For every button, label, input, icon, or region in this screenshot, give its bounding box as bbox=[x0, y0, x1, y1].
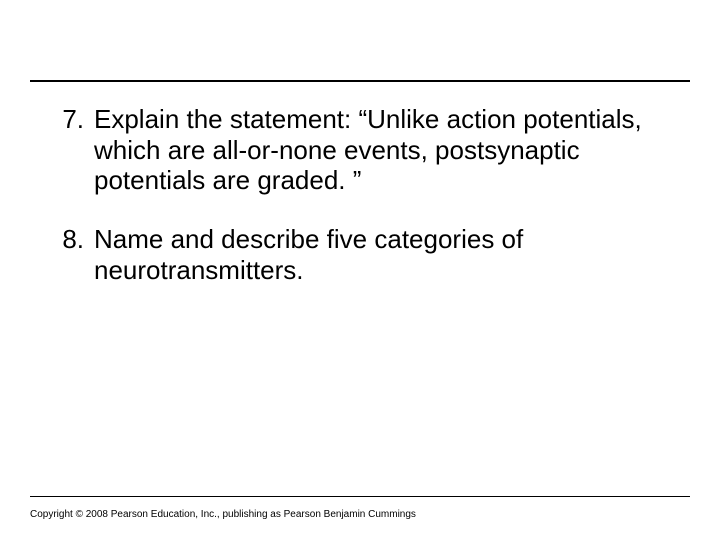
copyright-text: Copyright © 2008 Pearson Education, Inc.… bbox=[30, 509, 416, 520]
content-area: 7. Explain the statement: “Unlike action… bbox=[46, 104, 674, 313]
list-number: 8. bbox=[46, 224, 94, 285]
bottom-horizontal-rule bbox=[30, 496, 690, 497]
list-item: 8. Name and describe five categories of … bbox=[46, 224, 674, 285]
list-text: Name and describe five categories of neu… bbox=[94, 224, 674, 285]
top-horizontal-rule bbox=[30, 80, 690, 82]
list-item: 7. Explain the statement: “Unlike action… bbox=[46, 104, 674, 196]
slide: 7. Explain the statement: “Unlike action… bbox=[0, 0, 720, 540]
list-number: 7. bbox=[46, 104, 94, 196]
list-text: Explain the statement: “Unlike action po… bbox=[94, 104, 674, 196]
